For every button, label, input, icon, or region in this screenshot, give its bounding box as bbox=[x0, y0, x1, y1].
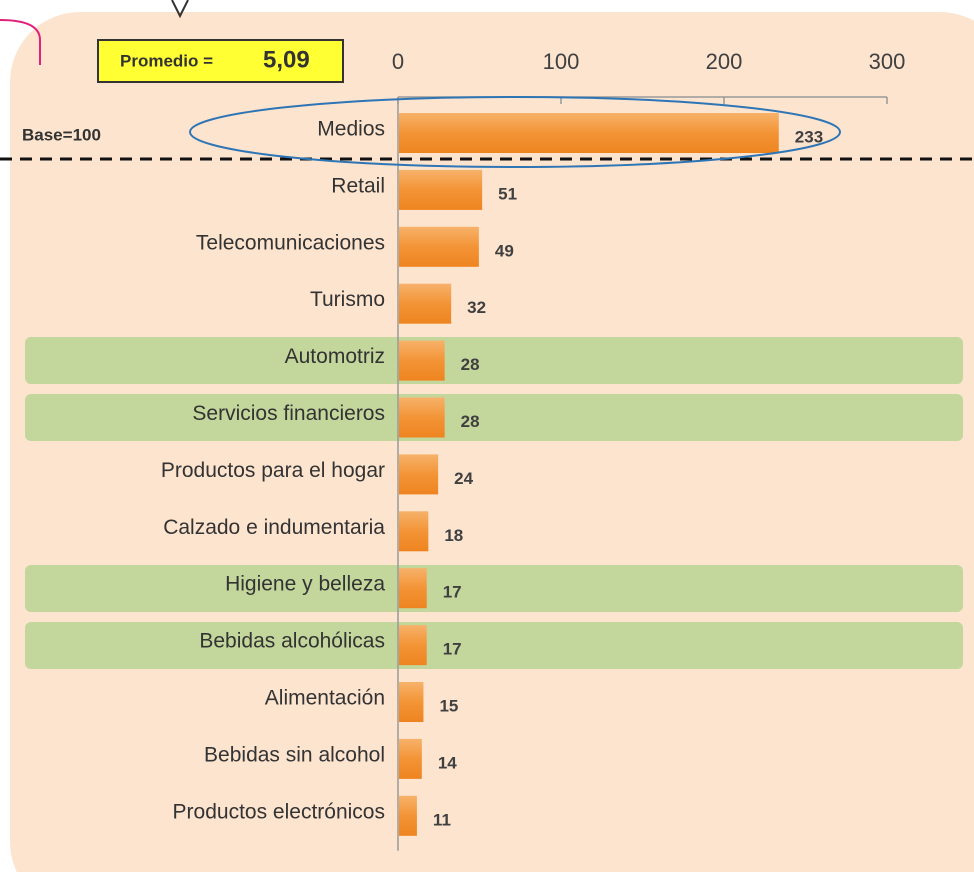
category-label: Calzado e indumentaria bbox=[163, 516, 385, 539]
data-label: 17 bbox=[443, 583, 462, 602]
arrow bbox=[171, 0, 189, 19]
category-label: Telecomunicaciones bbox=[196, 231, 385, 254]
highlight-row bbox=[25, 565, 963, 612]
average-value: 5,09 bbox=[263, 46, 310, 73]
bar bbox=[399, 340, 445, 381]
average-label: Promedio = bbox=[120, 51, 213, 70]
base-label: Base=100 bbox=[22, 125, 101, 144]
category-label: Medios bbox=[317, 118, 385, 141]
bar bbox=[399, 226, 479, 267]
data-label: 14 bbox=[438, 753, 457, 772]
data-label: 32 bbox=[467, 298, 486, 317]
bar bbox=[399, 397, 445, 438]
category-label: Productos electrónicos bbox=[173, 800, 385, 823]
category-label: Bebidas alcohólicas bbox=[199, 630, 385, 653]
bar bbox=[399, 454, 439, 495]
plot: 0 100 200 300 Medios 233 Retail 51 Telecomunicac… bbox=[161, 49, 906, 851]
data-label: 49 bbox=[495, 241, 514, 260]
bracket bbox=[0, 19, 41, 65]
bar bbox=[399, 625, 427, 666]
data-label: 28 bbox=[461, 355, 480, 374]
x-tick-label: 100 bbox=[543, 49, 580, 74]
bar bbox=[399, 169, 483, 210]
bar bbox=[399, 113, 779, 153]
x-tick-label: 200 bbox=[706, 49, 743, 74]
data-label: 28 bbox=[461, 412, 480, 431]
x-tick-label: 0 bbox=[392, 49, 404, 74]
category-label: Higiene y belleza bbox=[225, 573, 385, 596]
average-box bbox=[97, 39, 344, 83]
category-label: Servicios financieros bbox=[192, 402, 385, 425]
data-label: 15 bbox=[439, 696, 458, 715]
highlight-ellipse bbox=[189, 96, 841, 168]
bar bbox=[399, 738, 422, 779]
category-label: Automotriz bbox=[285, 345, 385, 368]
x-tick-label: 300 bbox=[869, 49, 906, 74]
category-label: Bebidas sin alcohol bbox=[204, 743, 385, 766]
highlight-row bbox=[25, 622, 963, 669]
data-label: 24 bbox=[454, 469, 473, 488]
data-label: 233 bbox=[795, 127, 823, 146]
data-label: 51 bbox=[498, 184, 517, 203]
bar bbox=[399, 795, 417, 836]
data-label: 18 bbox=[444, 526, 463, 545]
data-label: 17 bbox=[443, 640, 462, 659]
category-label: Retail bbox=[331, 174, 385, 197]
bar bbox=[399, 568, 427, 609]
category-label: Turismo bbox=[310, 288, 385, 311]
bar bbox=[399, 682, 424, 722]
category-label: Productos para el hogar bbox=[161, 459, 385, 482]
bar bbox=[399, 283, 452, 324]
highlight-row bbox=[25, 337, 963, 384]
highlight-row bbox=[25, 394, 963, 441]
bar bbox=[399, 511, 429, 552]
category-label: Alimentación bbox=[265, 687, 385, 710]
data-label: 11 bbox=[433, 810, 451, 829]
